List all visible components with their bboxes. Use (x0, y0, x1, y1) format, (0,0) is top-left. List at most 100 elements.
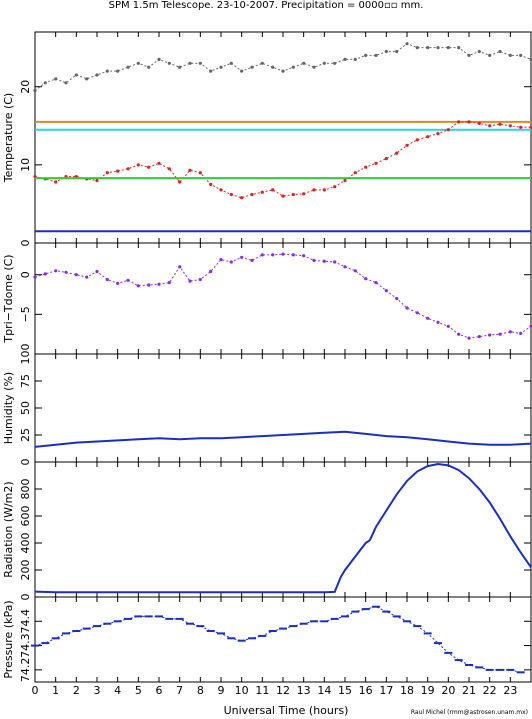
y-tick-label: 25 (19, 428, 32, 442)
data-point (229, 61, 233, 65)
data-point (250, 192, 254, 197)
data-point (82, 627, 91, 630)
data-point (446, 128, 450, 132)
y-tick-label: 20 (19, 80, 32, 94)
data-point (426, 316, 430, 320)
data-point (85, 77, 89, 81)
data-point (33, 89, 37, 93)
data-point (423, 632, 432, 635)
data-point (289, 625, 298, 628)
y-tick-label: 75 (19, 374, 32, 388)
data-point (240, 69, 244, 73)
data-point (374, 281, 378, 285)
data-point (43, 81, 47, 85)
y-tick-label: 100 (19, 344, 32, 365)
data-point (485, 668, 494, 671)
data-point (178, 65, 182, 69)
y-tick-label: 0 (19, 594, 32, 601)
data-point (198, 61, 202, 65)
y-axis-label: Tpri−Tdome (C) (2, 254, 15, 343)
data-point (302, 61, 306, 65)
data-point (436, 320, 440, 324)
data-point (343, 178, 347, 183)
data-point (395, 151, 399, 155)
y-tick-label: 74.3 (19, 633, 32, 658)
series-trace (34, 606, 521, 673)
data-point (51, 637, 60, 640)
data-point (405, 143, 409, 147)
data-point (126, 65, 130, 69)
data-point (116, 169, 120, 173)
data-point (446, 46, 450, 50)
data-point (157, 57, 161, 62)
x-tick-label: 12 (276, 684, 290, 697)
data-point (343, 57, 347, 62)
data-point (116, 281, 120, 285)
data-point (498, 49, 502, 54)
series-trace (34, 43, 532, 91)
data-point (43, 272, 47, 276)
y-tick-label: 0 (19, 271, 32, 278)
x-tick-label: 16 (359, 684, 373, 697)
y-tick-label: 0 (19, 459, 32, 466)
data-point (95, 73, 99, 77)
data-point (465, 664, 473, 666)
data-point (392, 615, 401, 618)
data-point (457, 120, 461, 124)
data-point (95, 269, 99, 274)
data-point (136, 61, 140, 65)
x-axis: 0 1 2 3 4 5 6 7 8 9 10 11 12 13 14 15 16 17 18 19 20 21 22 23 (32, 684, 518, 697)
series-radiation-blue (34, 462, 532, 594)
series-temperature-red (33, 120, 532, 200)
data-point (219, 65, 223, 69)
data-point (105, 277, 109, 282)
x-tick-label: 0 (32, 684, 39, 697)
data-point (322, 188, 326, 192)
data-point (415, 46, 419, 50)
data-point (41, 642, 50, 645)
data-point (157, 161, 161, 165)
data-point (103, 622, 112, 625)
panel-frame (34, 353, 532, 463)
data-point (144, 615, 153, 618)
data-point (506, 668, 515, 671)
data-point (113, 620, 122, 623)
data-point (343, 265, 347, 269)
data-point (374, 161, 378, 165)
data-point (529, 57, 532, 61)
data-point (271, 188, 275, 192)
data-point (54, 180, 58, 184)
data-point (72, 630, 81, 632)
data-point (310, 620, 318, 623)
data-point (299, 622, 308, 625)
x-tick-label: 7 (176, 684, 183, 697)
data-point (364, 277, 368, 281)
data-point (488, 53, 492, 58)
data-point (178, 265, 182, 269)
data-point (351, 610, 360, 613)
data-point (467, 336, 471, 340)
y-tick-label: −5 (19, 306, 32, 322)
panel-frame (34, 596, 532, 683)
data-point (384, 157, 388, 161)
data-point (219, 258, 223, 262)
data-point (372, 605, 380, 608)
x-tick-label: 18 (400, 684, 414, 697)
x-tick-label: 3 (94, 684, 101, 697)
x-tick-label: 14 (317, 684, 331, 697)
data-point (519, 331, 523, 335)
data-point (333, 61, 337, 65)
data-point (219, 188, 223, 192)
panel-temperature: 0 10 20 Temperature (C) (2, 31, 532, 247)
data-point (312, 188, 316, 192)
credit-text: Raul Michel (rmm@astrosen.unam.mx) (411, 709, 528, 716)
data-point (74, 273, 78, 277)
x-tick-label: 1 (52, 684, 59, 697)
figure-title: SPM 1.5m Telescope. 23-10-2007. Precipit… (109, 0, 424, 11)
data-point (33, 275, 37, 279)
data-point (279, 627, 287, 630)
panel-frame (34, 461, 532, 598)
x-tick-label: 13 (297, 684, 311, 697)
y-axis-label: Temperature (C) (2, 93, 15, 183)
